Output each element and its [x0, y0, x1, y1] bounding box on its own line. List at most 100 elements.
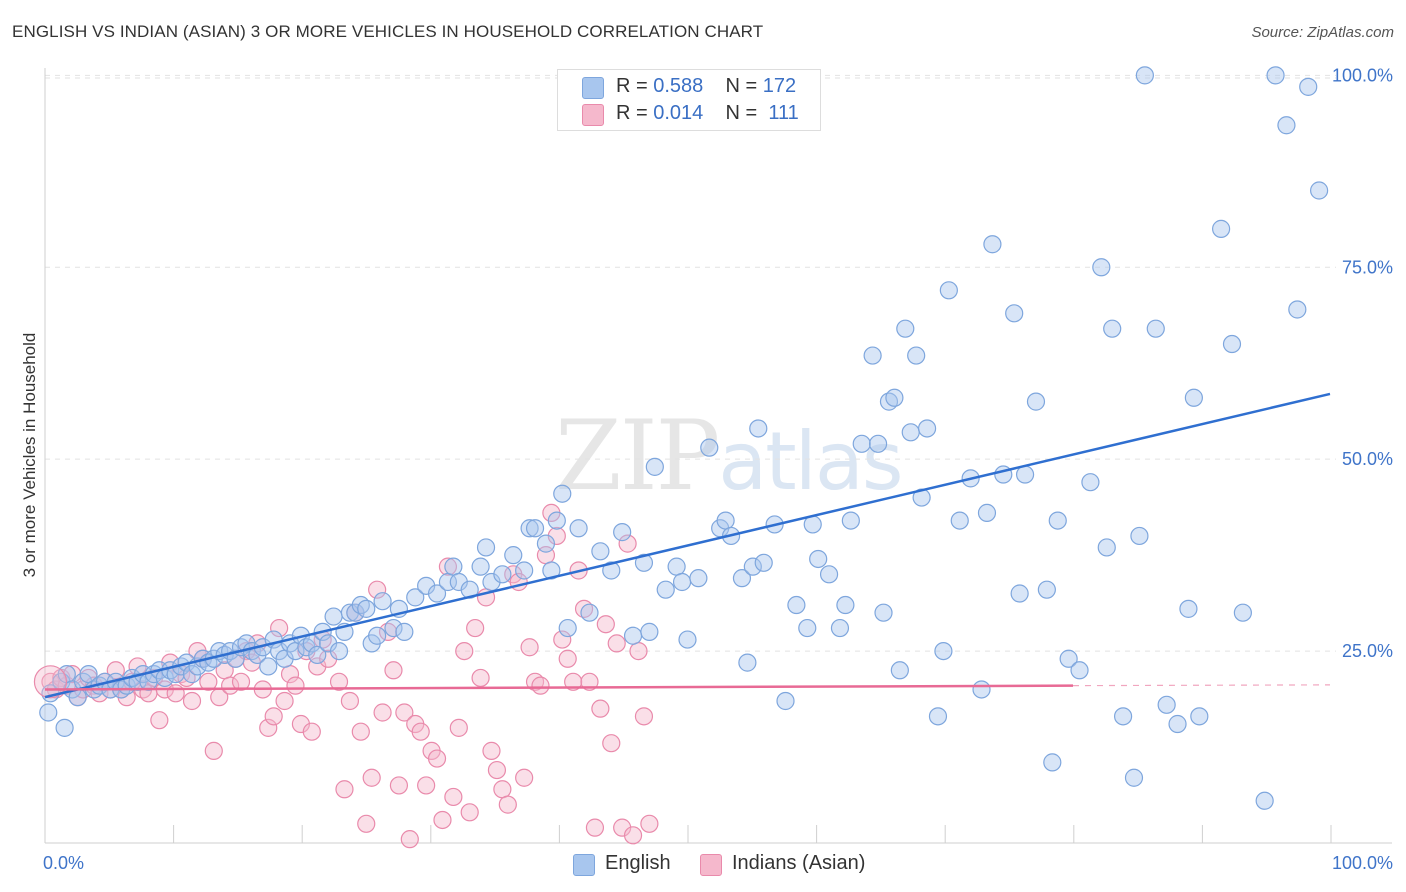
english-point [640, 622, 659, 641]
english-point [1255, 791, 1274, 810]
indian-point [460, 803, 479, 822]
english-point [226, 649, 245, 668]
english-point [515, 561, 534, 580]
indian-point [302, 722, 321, 741]
indian-point [471, 668, 490, 688]
english-point [1184, 388, 1203, 407]
english-point [1103, 319, 1122, 338]
english-point [830, 618, 850, 638]
english-point [809, 549, 828, 569]
english-point [623, 626, 643, 645]
english-point [1168, 714, 1187, 734]
english-point [667, 557, 686, 576]
english-point [841, 511, 860, 530]
indian-point [259, 718, 278, 737]
indian-point [231, 672, 251, 691]
indian-point [585, 818, 605, 837]
english-point [558, 618, 577, 638]
english-point [373, 592, 392, 611]
english-n-value: 172 [762, 75, 797, 97]
english-point [591, 542, 610, 561]
english-point [569, 519, 588, 538]
english-point [1222, 334, 1242, 354]
english-point [716, 511, 735, 530]
indian-point [618, 534, 637, 553]
indian-point [340, 691, 360, 711]
indian-trendline [44, 684, 1074, 691]
english-point [1124, 768, 1144, 787]
indian-point [411, 722, 430, 741]
indian-trendline-extension [1072, 684, 1331, 687]
indian-point [580, 672, 599, 691]
english-point [1135, 66, 1154, 85]
source-label: Source: ZipAtlas.com [1251, 24, 1394, 41]
english-point [1097, 538, 1116, 557]
indian-point [444, 787, 463, 807]
indian-point [602, 734, 621, 753]
english-point [689, 569, 708, 588]
indian-point [204, 741, 223, 760]
indian-point [482, 741, 501, 760]
stats-legend: R = 0.588 N = 172 R = 0.014 N = 111 [557, 69, 821, 131]
indian-point [182, 691, 202, 711]
indian-swatch [582, 104, 604, 126]
indian-point [564, 672, 583, 691]
indian-point [362, 768, 381, 787]
english-r-value: 0.588 [653, 75, 704, 97]
n-label: N = [725, 102, 758, 124]
english-point [1299, 77, 1318, 96]
english-point [547, 511, 566, 530]
indian-point [286, 676, 305, 695]
english-point [700, 438, 719, 457]
english-point [983, 235, 1002, 254]
english-point [634, 553, 654, 572]
indian-point [150, 711, 169, 730]
english-legend-label: English [605, 852, 671, 874]
chart-title: ENGLISH VS INDIAN (ASIAN) 3 OR MORE VEHI… [12, 22, 764, 41]
indian-point [438, 557, 458, 576]
english-point [743, 557, 762, 576]
english-point [329, 641, 349, 661]
x-tick-label: 100.0% [1332, 853, 1393, 873]
english-point [1130, 526, 1149, 546]
indian-point [373, 703, 392, 722]
indian-point [417, 776, 436, 795]
english-point [1310, 181, 1329, 200]
english-point [1146, 319, 1165, 338]
english-point [542, 561, 561, 580]
english-point [1277, 116, 1296, 135]
indian-point [329, 672, 349, 691]
english-point [928, 707, 948, 726]
indian-r-value: 0.014 [653, 102, 704, 124]
english-point [656, 580, 675, 599]
english-point [874, 603, 893, 622]
english-point [1043, 753, 1062, 772]
indian-point [607, 634, 626, 653]
english-point [368, 626, 387, 645]
english-point [406, 588, 425, 607]
english-point [39, 703, 58, 722]
english-point [536, 534, 556, 553]
indian-point [275, 691, 294, 711]
indian-point [531, 676, 550, 695]
english-point [1190, 707, 1209, 726]
english-point [950, 511, 969, 530]
english-point [602, 561, 621, 580]
indian-point [623, 826, 643, 845]
r-label: R = [616, 102, 648, 124]
indian-point [520, 638, 539, 657]
english-point [896, 319, 915, 338]
english-point [798, 618, 817, 638]
n-label: N = [725, 75, 758, 97]
indian-point [487, 760, 507, 780]
english-point [776, 691, 795, 711]
english-point [1288, 300, 1307, 319]
english-point [852, 434, 871, 453]
english-point [395, 622, 414, 641]
indian-point [515, 768, 534, 787]
english-point [907, 346, 926, 365]
indian-point [493, 780, 512, 799]
indian-point [591, 699, 610, 718]
indian-point [455, 641, 474, 661]
english-point [917, 419, 937, 438]
